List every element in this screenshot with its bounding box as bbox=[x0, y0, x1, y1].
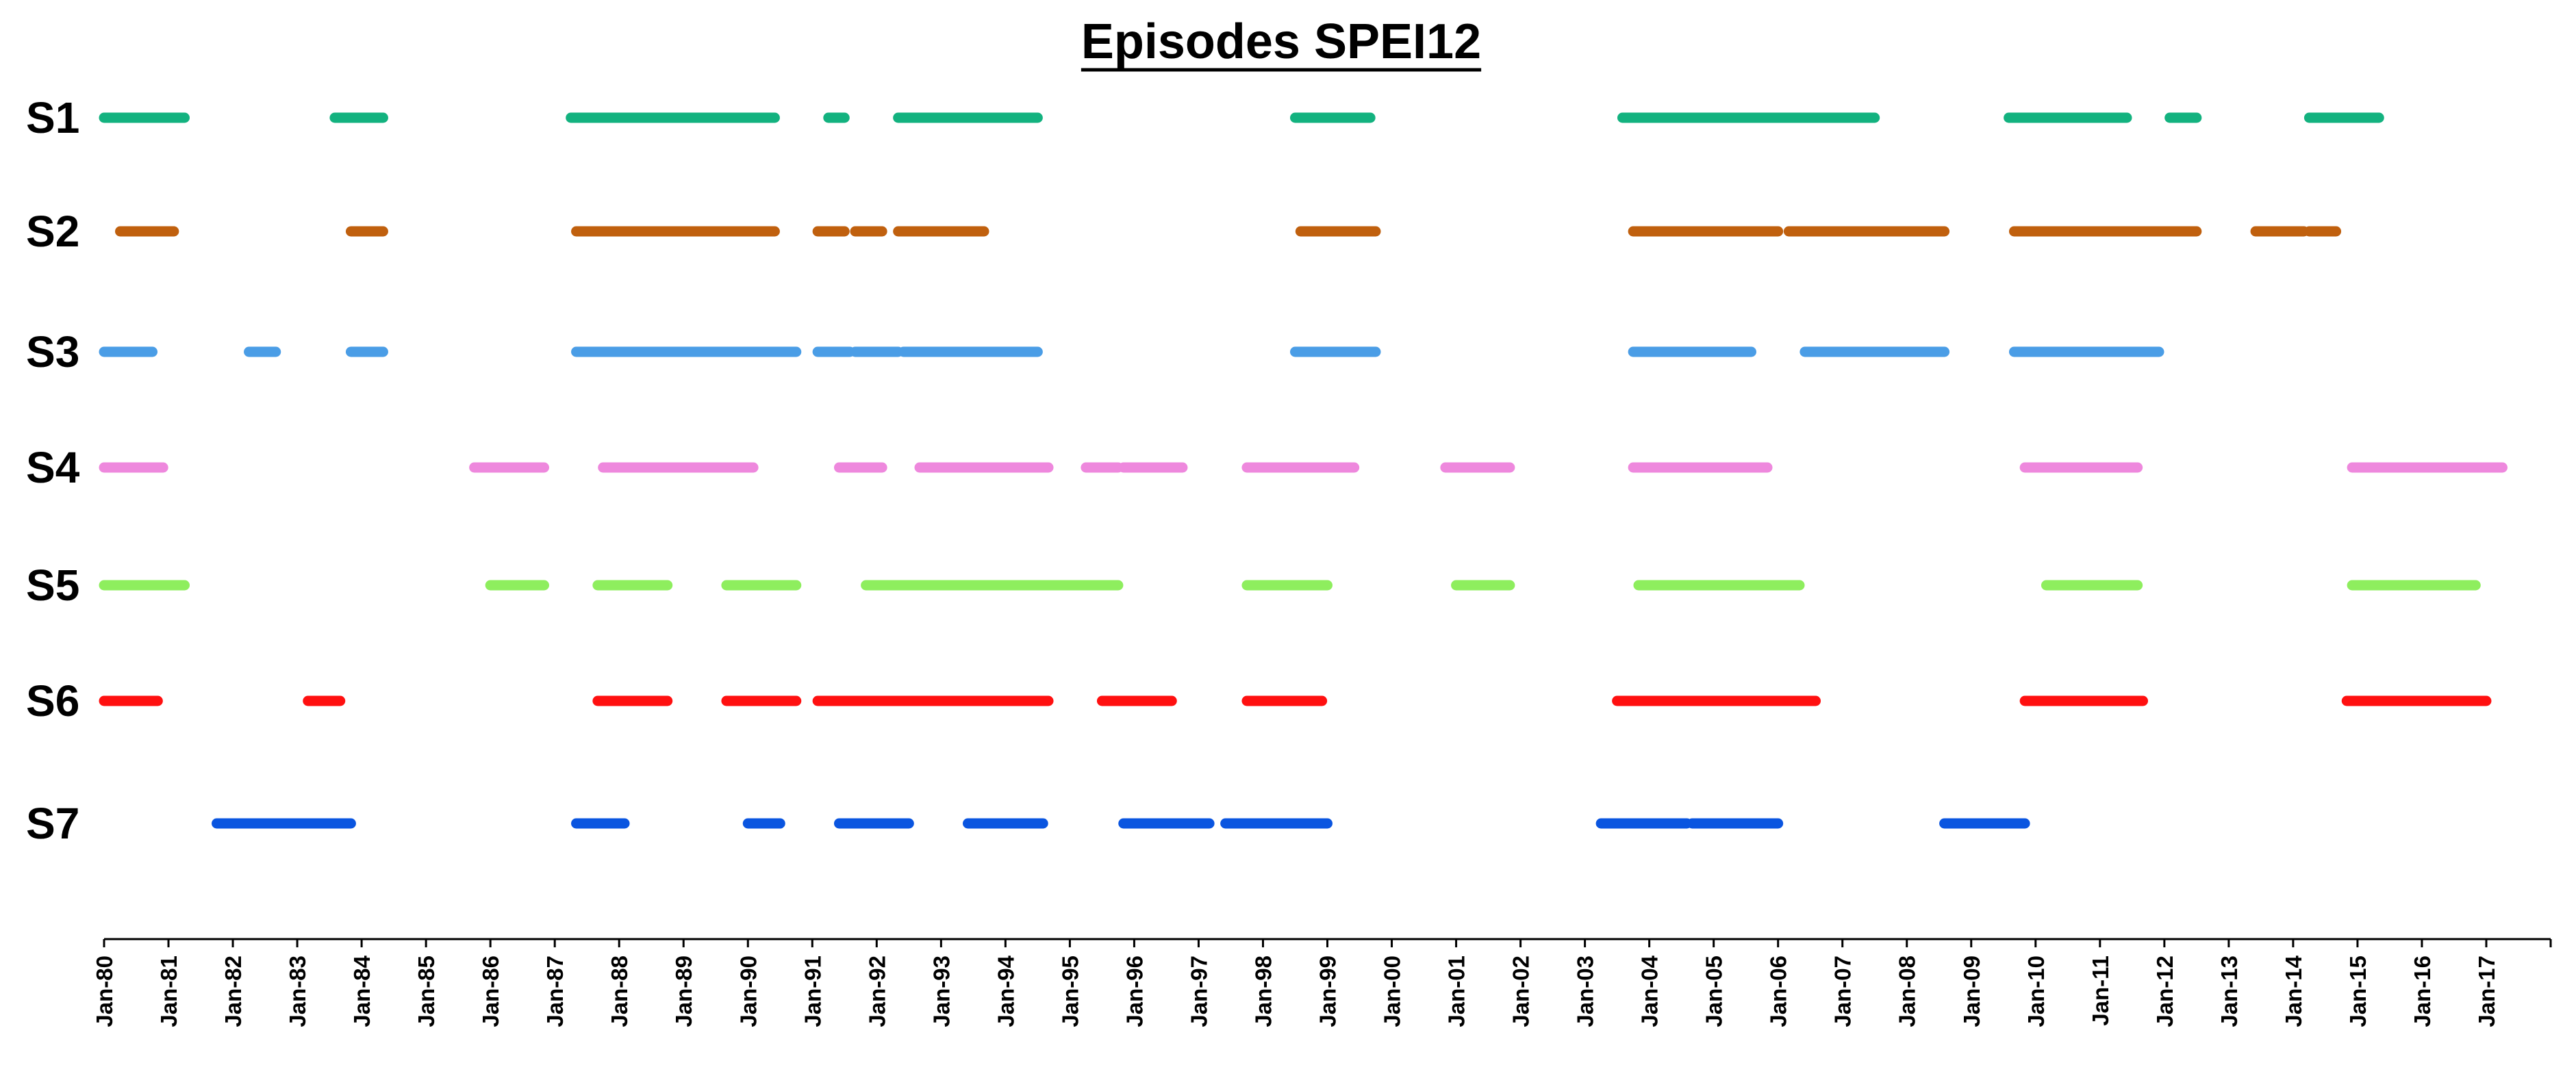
x-tick-label: Jan-03 bbox=[1573, 956, 1598, 1027]
x-tick-label: Jan-16 bbox=[2410, 956, 2435, 1027]
series-label-s2: S2 bbox=[26, 207, 79, 256]
x-tick-label: Jan-99 bbox=[1315, 956, 1341, 1027]
series-label-s3: S3 bbox=[26, 327, 79, 376]
x-tick-label: Jan-10 bbox=[2023, 956, 2049, 1027]
x-tick-label: Jan-92 bbox=[864, 956, 889, 1027]
x-tick-label: Jan-00 bbox=[1380, 956, 1405, 1027]
x-axis: Jan-80 Jan-81 Jan-82 Jan-83 Jan-84 Jan-85 Jan-… bbox=[92, 938, 2552, 1027]
series-label-s4: S4 bbox=[26, 443, 80, 492]
x-tick-label: Jan-07 bbox=[1830, 956, 1856, 1027]
series-label-s7: S7 bbox=[26, 799, 79, 848]
x-tick-label: Jan-84 bbox=[349, 955, 375, 1027]
x-tick-label: Jan-87 bbox=[542, 956, 568, 1027]
x-tick-label: Jan-83 bbox=[285, 956, 310, 1027]
series-label-s1: S1 bbox=[26, 93, 79, 142]
x-axis-ticks bbox=[103, 939, 2552, 947]
x-tick-label: Jan-08 bbox=[1895, 956, 1920, 1027]
x-tick-label: Jan-89 bbox=[671, 956, 696, 1027]
x-tick-label: Jan-11 bbox=[2088, 956, 2113, 1026]
x-tick-label: Jan-82 bbox=[220, 956, 246, 1027]
x-tick-label: Jan-01 bbox=[1444, 956, 1469, 1027]
x-tick-label: Jan-85 bbox=[414, 956, 439, 1027]
x-tick-label: Jan-98 bbox=[1250, 956, 1276, 1027]
x-tick-label: Jan-94 bbox=[993, 955, 1018, 1027]
x-tick-label: Jan-95 bbox=[1057, 956, 1083, 1027]
episode-bars bbox=[99, 112, 2508, 829]
x-axis-tick-labels: Jan-80 Jan-81 Jan-82 Jan-83 Jan-84 Jan-85 Jan-… bbox=[92, 955, 2499, 1027]
x-tick-label: Jan-81 bbox=[156, 956, 181, 1027]
series-label-s5: S5 bbox=[26, 561, 79, 610]
x-tick-label: Jan-15 bbox=[2345, 956, 2371, 1027]
x-tick-label: Jan-90 bbox=[735, 956, 761, 1027]
chart-title: Episodes SPEI12 bbox=[1081, 14, 1481, 69]
series-labels: S1 S2 S3 S4 S5 S6 S7 bbox=[26, 93, 80, 848]
x-tick-label: Jan-91 bbox=[800, 956, 825, 1027]
x-tick-label: Jan-05 bbox=[1702, 956, 1727, 1027]
x-tick-label: Jan-14 bbox=[2281, 955, 2306, 1027]
x-tick-label: Jan-88 bbox=[607, 956, 632, 1027]
x-tick-label: Jan-13 bbox=[2217, 956, 2242, 1027]
x-tick-label: Jan-17 bbox=[2474, 956, 2499, 1027]
x-tick-label: Jan-93 bbox=[929, 956, 954, 1027]
x-tick-label: Jan-80 bbox=[92, 956, 117, 1027]
x-tick-label: Jan-09 bbox=[1959, 956, 1984, 1027]
x-tick-label: Jan-12 bbox=[2152, 956, 2177, 1027]
series-label-s6: S6 bbox=[26, 676, 79, 726]
x-tick-label: Jan-06 bbox=[1766, 956, 1791, 1027]
x-tick-label: Jan-04 bbox=[1637, 955, 1663, 1027]
x-tick-label: Jan-86 bbox=[478, 956, 503, 1027]
x-tick-label: Jan-02 bbox=[1508, 956, 1534, 1027]
x-tick-label: Jan-97 bbox=[1186, 956, 1211, 1027]
x-tick-label: Jan-96 bbox=[1122, 956, 1147, 1027]
